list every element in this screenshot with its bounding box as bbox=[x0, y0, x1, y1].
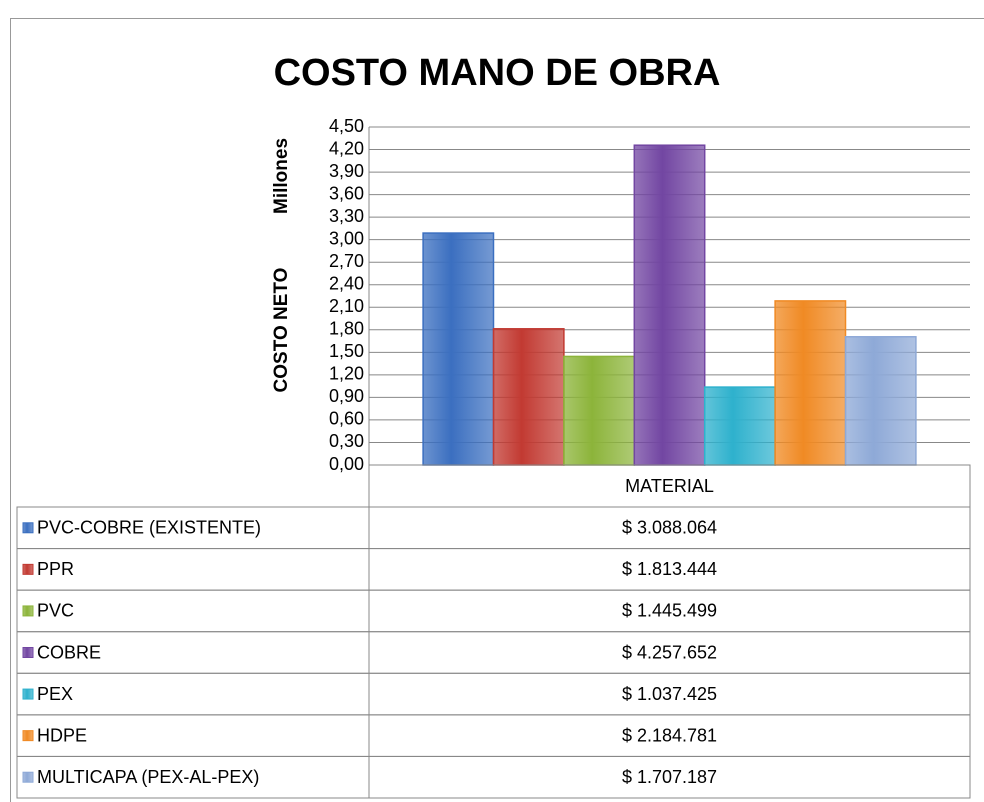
bar bbox=[563, 355, 636, 466]
y-tick-label: 0,30 bbox=[329, 431, 364, 451]
category-label: MATERIAL bbox=[625, 476, 714, 496]
value-label: $ 1.037.425 bbox=[622, 684, 717, 704]
table-row bbox=[16, 755, 971, 799]
y-tick-label: 0,00 bbox=[329, 454, 364, 474]
y-tick-label: 4,20 bbox=[329, 138, 364, 158]
bar bbox=[422, 232, 495, 466]
chart-title: COSTO MANO DE OBRA bbox=[274, 52, 721, 94]
y-tick-label: 4,50 bbox=[329, 116, 364, 136]
legend-key bbox=[22, 688, 34, 700]
legend-label: PPR bbox=[37, 559, 74, 579]
bar bbox=[492, 328, 565, 466]
value-label: $ 2.184.781 bbox=[622, 725, 717, 745]
legend-key bbox=[22, 563, 34, 575]
value-label: $ 1.813.444 bbox=[622, 559, 717, 579]
bar bbox=[774, 300, 847, 466]
y-tick-label: 2,10 bbox=[329, 296, 364, 316]
value-label: $ 1.445.499 bbox=[622, 601, 717, 621]
y-tick-label: 1,50 bbox=[329, 341, 364, 361]
bar bbox=[633, 144, 706, 466]
y-tick-label: 1,20 bbox=[329, 364, 364, 384]
legend-label: COBRE bbox=[37, 642, 101, 662]
y-tick-label: 2,70 bbox=[329, 251, 364, 271]
legend-label: MULTICAPA (PEX-AL-PEX) bbox=[37, 767, 259, 787]
y-tick-label: 3,00 bbox=[329, 228, 364, 248]
unit-label: Millones bbox=[271, 138, 292, 214]
y-tick-label: 0,60 bbox=[329, 409, 364, 429]
y-tick-label: 3,60 bbox=[329, 183, 364, 203]
legend-key bbox=[22, 522, 34, 534]
legend-label: PVC bbox=[37, 601, 74, 621]
y-tick-label: 2,40 bbox=[329, 273, 364, 293]
y-tick-label: 1,80 bbox=[329, 319, 364, 339]
value-label: $ 1.707.187 bbox=[622, 767, 717, 787]
y-tick-label: 3,90 bbox=[329, 161, 364, 181]
y-tick-label: 3,30 bbox=[329, 206, 364, 226]
legend-label: PEX bbox=[37, 684, 73, 704]
y-tick-label: 0,90 bbox=[329, 386, 364, 406]
bar bbox=[844, 336, 917, 466]
legend-label: HDPE bbox=[37, 725, 87, 745]
legend-key bbox=[22, 647, 34, 658]
legend-key bbox=[22, 771, 34, 783]
legend-key bbox=[22, 730, 34, 742]
legend-key bbox=[22, 605, 34, 617]
value-label: $ 4.257.652 bbox=[622, 642, 717, 662]
legend-label: PVC-COBRE (EXISTENTE) bbox=[37, 518, 261, 538]
bar bbox=[703, 386, 776, 466]
y-axis-title: COSTO NETO bbox=[271, 268, 292, 393]
value-label: $ 3.088.064 bbox=[622, 518, 717, 538]
